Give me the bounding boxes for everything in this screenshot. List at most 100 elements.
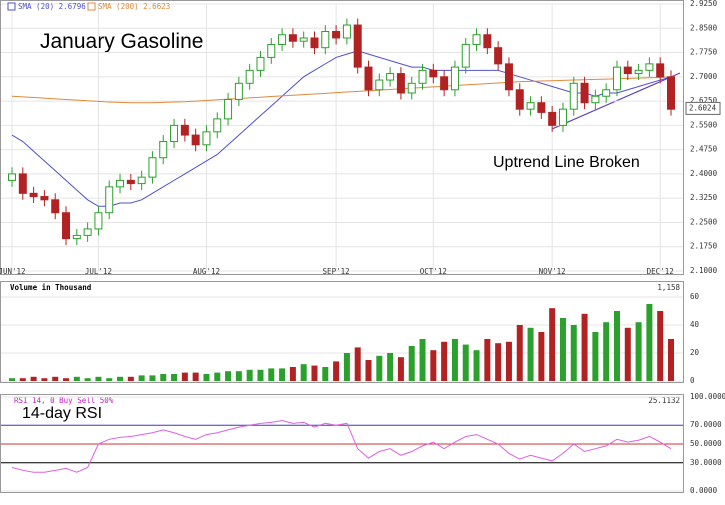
y-tick-label: 2.7000 [690,72,718,81]
volume-bar [495,343,502,381]
candle-body [558,108,567,126]
candle-body [396,73,405,94]
candle-body [267,43,276,58]
volume-bar [451,339,458,381]
x-tick-label: AUG'12 [193,267,220,276]
candle-body [72,234,81,240]
candle-body [94,212,103,230]
y-tick-label: 2.3250 [690,193,718,202]
candle-body [353,24,362,68]
volume-bar [646,304,653,381]
y-tick-label: 0.0000 [690,486,718,495]
candle-body [224,98,233,120]
volume-bar [192,372,199,381]
candle-body [278,34,287,45]
candle-body [645,63,654,71]
volume-bar [30,376,37,381]
candle-body [623,66,632,75]
volume-bar [473,350,480,381]
candle-body [602,89,611,97]
candle-body [202,131,211,146]
volume-bar [527,327,534,381]
candle-body [472,34,481,45]
candle-body [170,124,179,143]
candle-body [656,63,665,78]
volume-bar [419,339,426,381]
y-tick-label: 2.1750 [690,242,718,251]
candle-body [612,66,621,91]
volume-bar [668,339,674,381]
y-tick-label: 20 [690,348,700,357]
annotation: Uptrend Line Broken [493,154,640,171]
y-tick-label: 70.0000 [690,420,722,429]
y-tick-label: 40 [690,320,700,329]
volume-bar [225,371,232,381]
candle-body [526,102,535,110]
candle-body [634,69,643,75]
volume-bar [657,311,664,381]
volume-bar [41,378,48,381]
y-tick-label: 2.1000 [690,266,718,275]
y-tick-label: 2.5500 [690,120,718,129]
rsi-line [11,419,672,473]
x-tick-label: JUL'12 [85,267,112,276]
volume-bar [322,367,329,381]
candle-body [288,34,297,42]
candle-body [213,118,222,133]
y-tick-label: 2.4000 [690,169,718,178]
volume-panel [0,281,684,383]
x-tick-label: SEP'12 [323,267,350,276]
candle-body [256,56,265,71]
candle-body [515,89,524,110]
volume-bar [430,350,437,381]
x-tick-label: OCT'12 [420,267,447,276]
volume-bar [538,332,545,381]
candle-body [667,76,675,110]
candle-body [40,196,49,201]
price-panel [0,0,684,275]
volume-bar [603,322,610,381]
volume-bar [570,325,577,381]
volume-bar [613,311,620,381]
candle-body [386,73,395,81]
volume-bar [343,353,350,381]
candle-body [299,37,308,42]
y-tick-label: 2.6250 [690,96,718,105]
panel-value: 25.1132 [648,396,680,405]
candle-body [116,179,125,188]
volume-bar [149,375,156,381]
panel-value: 1,158 [657,283,680,292]
volume-bar [257,369,264,381]
legend-entry: SMA (20) 2.6796 [18,2,86,11]
volume-bar [171,374,178,381]
sma-line [11,50,672,207]
volume-bar [311,365,318,381]
volume-bar [19,378,26,381]
volume-bar [181,372,188,381]
volume-bar [592,332,599,381]
candle-body [591,95,600,104]
volume-bar [365,360,372,381]
volume-bar [73,376,80,381]
candle-body [51,199,60,214]
candle-body [62,212,71,240]
y-tick-label: 2.7750 [690,48,718,57]
candle-body [332,31,341,39]
volume-bar [63,378,70,381]
volume-bar [441,341,448,381]
last-price: 2.6024 [689,103,717,112]
volume-bar [376,355,383,381]
candle-body [180,124,189,136]
candle-body [148,157,157,178]
y-tick-label: 2.8500 [690,23,718,32]
volume-bar [516,325,523,381]
candle-body [461,43,470,68]
volume-bar [52,376,59,381]
candle-body [191,134,200,146]
y-tick-label: 30.0000 [690,458,722,467]
candle-body [450,66,459,91]
panel-title: Volume in Thousand [10,283,91,292]
y-tick-label: 2.2500 [690,217,718,226]
annotation: 14-day RSI [22,405,102,422]
